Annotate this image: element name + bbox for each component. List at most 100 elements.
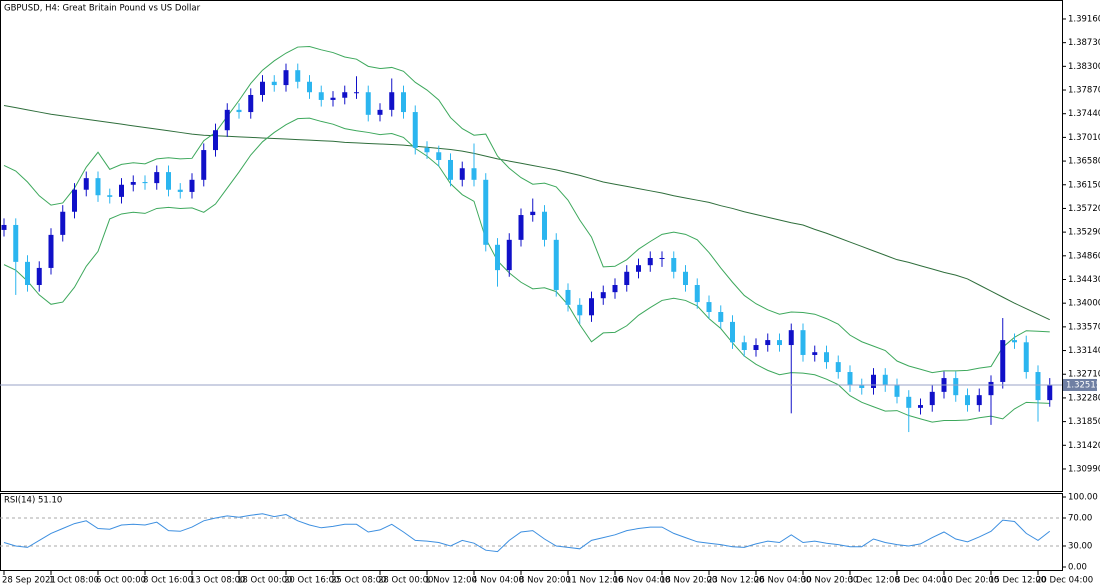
candle-body [72, 189, 77, 212]
candle-body [988, 381, 994, 396]
candle-body [777, 340, 782, 346]
candle-body [95, 178, 101, 196]
candle-body [13, 224, 19, 262]
y-tick-label: 1.36150 [1068, 180, 1100, 190]
candle-body [365, 92, 371, 115]
candle-body [800, 330, 806, 355]
candle-body [48, 234, 54, 268]
candle-body [295, 70, 301, 82]
chart-title: GBPUSD, H4: Great Britain Pound vs US Do… [4, 4, 201, 14]
candle-body [706, 302, 712, 312]
y-tick-label: 1.31420 [1068, 441, 1100, 451]
candle-body [119, 184, 124, 197]
candle-body [918, 405, 923, 408]
x-tick-label: 20 Oct 16:00 [284, 576, 339, 586]
x-tick-label: 1 Oct 08:00 [49, 576, 99, 586]
x-tick-label: 4 Nov 04:00 [472, 576, 524, 586]
candle-body [929, 391, 935, 406]
candle-body [612, 285, 618, 293]
x-tick-label: 13 Oct 08:00 [190, 576, 245, 586]
candle-body [859, 385, 865, 389]
y-tick-label: 1.39160 [1068, 14, 1100, 24]
candle-body [741, 342, 747, 350]
candle-body [166, 172, 171, 190]
candle-body [906, 396, 912, 408]
candle-body [659, 258, 665, 260]
candle-body [753, 345, 759, 350]
candle-body [694, 285, 700, 303]
x-tick-label: 15 Dec 12:00 [989, 576, 1046, 586]
x-tick-label: 3 Dec 12:00 [848, 576, 900, 586]
candle-body [201, 150, 207, 180]
candle-body [224, 109, 230, 131]
candle-body [1012, 340, 1017, 343]
candle-body [636, 265, 641, 272]
candle-body [213, 130, 218, 151]
candle-body [25, 261, 30, 286]
candle-body [647, 258, 653, 266]
candle-body [412, 112, 418, 148]
candle-body [565, 289, 571, 305]
last-price-box [1063, 378, 1097, 391]
candle-body [60, 211, 66, 235]
candle-body [236, 109, 242, 113]
x-tick-label: 28 Oct 00:00 [378, 576, 433, 586]
candle-body [812, 352, 818, 355]
y-tick-label: 1.38300 [1068, 62, 1100, 72]
candle-body [624, 271, 630, 286]
indicator-line [3, 46, 1050, 374]
x-tick-label: 25 Oct 08:00 [331, 576, 386, 586]
candle-body [377, 109, 383, 115]
candle-body [177, 189, 183, 192]
y-tick-label: 100.00 [1068, 493, 1098, 503]
candle-body [271, 81, 277, 86]
candle-body [424, 147, 430, 153]
y-tick-label: 1.34860 [1068, 251, 1100, 261]
x-tick-label: 30 Nov 20:00 [801, 576, 858, 586]
candle-body [882, 374, 888, 386]
y-tick-label: 1.35720 [1068, 204, 1100, 214]
y-tick-label: 1.33140 [1068, 346, 1100, 356]
candle-body [330, 97, 336, 100]
candle-body [953, 378, 959, 396]
x-tick-label: 8 Nov 20:00 [519, 576, 571, 586]
candle-body [154, 172, 160, 184]
candle-body [871, 374, 876, 389]
x-tick-label: 8 Oct 16:00 [143, 576, 193, 586]
candle-body [483, 179, 489, 245]
y-tick-label: 30.00 [1068, 542, 1092, 552]
candle-body [683, 271, 688, 286]
x-tick-label: 20 Dec 04:00 [1036, 576, 1093, 586]
candle-body [448, 159, 453, 180]
candle-body [965, 395, 970, 406]
candle-body [518, 215, 524, 240]
indicator-line [3, 104, 1050, 321]
y-tick-label: 1.36580 [1068, 157, 1100, 167]
y-tick-label: 1.37870 [1068, 86, 1100, 96]
candle-body [589, 298, 594, 316]
candle-body [1035, 372, 1041, 401]
y-tick-label: 1.38730 [1068, 38, 1100, 48]
candle-body [342, 92, 348, 98]
x-tick-label: 16 Nov 04:00 [613, 576, 670, 586]
candle-body [1023, 342, 1029, 373]
candle-body [835, 362, 841, 373]
candle-body [260, 81, 265, 95]
candle-body [189, 179, 195, 192]
candle-body [553, 239, 559, 290]
x-tick-label: 26 Nov 04:00 [754, 576, 811, 586]
y-tick-label: 1.30990 [1068, 464, 1100, 474]
candle-body [765, 340, 771, 346]
y-tick-label: 1.35290 [1068, 228, 1100, 238]
candle-body [1047, 384, 1053, 401]
candle-body [354, 92, 359, 94]
candle-body [283, 70, 289, 86]
candle-body [718, 311, 724, 322]
x-tick-label: 10 Dec 20:00 [942, 576, 999, 586]
candle-body [36, 267, 42, 286]
x-tick-label: 6 Oct 00:00 [96, 576, 146, 586]
y-tick-label: 0.00 [1068, 563, 1087, 573]
last-price-label: 1.32515 [1066, 380, 1100, 390]
